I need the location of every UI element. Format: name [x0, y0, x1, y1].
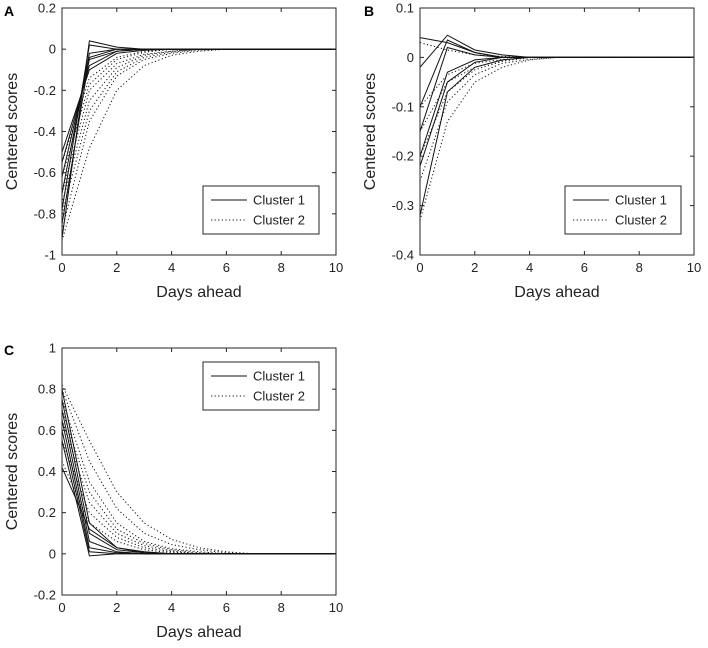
- legend: Cluster 1 Cluster 2: [564, 185, 682, 235]
- y-tick-label: 0: [49, 546, 56, 561]
- legend-label-1: Cluster 1: [253, 369, 305, 384]
- series-group: [62, 384, 336, 557]
- y-tick-label: -0.4: [392, 248, 414, 263]
- cluster-2-line: [420, 56, 694, 221]
- x-tick-label: 10: [329, 260, 343, 275]
- panel-a: A 0 2 4 6 8 10 -1 -0.8 -0.6 -0.4 -0.2 0 0.2 Days ahead…: [4, 1, 343, 302]
- cluster-2-line: [420, 56, 694, 108]
- y-axis-label: Centered scores: [362, 73, 379, 190]
- legend: Cluster 1 Cluster 2: [202, 361, 320, 411]
- panel-b: B 0 2 4 6 8 10 -0.4 -0.3 -0.2 -0.1 0 0.1 Days ahead Ce…: [362, 1, 701, 302]
- x-tick-label: 6: [581, 260, 588, 275]
- y-tick-label: -0.8: [34, 206, 56, 221]
- y-axis-label: Centered scores: [4, 73, 21, 190]
- y-tick-label: -0.3: [392, 198, 414, 213]
- axes-box: [419, 7, 695, 256]
- y-axis-label: Centered scores: [4, 413, 21, 530]
- y-tick-label: 0.6: [38, 423, 56, 438]
- y-tick-label: 1: [49, 341, 56, 356]
- cluster-2-line: [62, 460, 336, 555]
- legend-label-2: Cluster 2: [253, 213, 305, 228]
- y-tick-label: 0.8: [38, 382, 56, 397]
- y-tick-label: -0.2: [34, 588, 56, 603]
- legend-box: [202, 185, 320, 235]
- x-tick-label: 6: [223, 600, 230, 615]
- x-tick-label: 4: [168, 600, 175, 615]
- y-tick-label: 0: [407, 50, 414, 65]
- legend-label-1: Cluster 1: [615, 193, 667, 208]
- cluster-2-line: [62, 48, 336, 214]
- x-tick-label: 4: [168, 260, 175, 275]
- x-tick-label: 2: [113, 260, 120, 275]
- x-tick-label: 2: [471, 260, 478, 275]
- legend: Cluster 1 Cluster 2: [202, 185, 320, 235]
- x-axis-label: Days ahead: [156, 284, 241, 301]
- series-group: [62, 40, 336, 241]
- cluster-2-line: [420, 42, 694, 58]
- x-tick-label: 0: [58, 600, 65, 615]
- series-group: [420, 34, 694, 221]
- x-tick-label: 0: [416, 260, 423, 275]
- x-axis-label: Days ahead: [514, 284, 599, 301]
- cluster-2-line: [62, 399, 336, 555]
- x-tick-label: 10: [687, 260, 701, 275]
- x-tick-label: 0: [58, 260, 65, 275]
- panel-letter: B: [364, 3, 374, 19]
- panel-letter: A: [4, 3, 14, 19]
- y-tick-label: -0.2: [34, 83, 56, 98]
- cluster-2-line: [62, 48, 336, 163]
- x-tick-label: 2: [113, 600, 120, 615]
- y-tick-label: -1: [44, 248, 56, 263]
- legend-label-2: Cluster 2: [615, 213, 667, 228]
- x-tick-label: 8: [278, 600, 285, 615]
- y-tick-label: 0.2: [38, 505, 56, 520]
- x-tick-label: 6: [223, 260, 230, 275]
- cluster-2-line: [62, 409, 336, 555]
- y-tick-label: 0: [49, 42, 56, 57]
- legend-label-1: Cluster 1: [253, 193, 305, 208]
- x-tick-label: 10: [329, 600, 343, 615]
- legend-box: [564, 185, 682, 235]
- cluster-2-line: [62, 48, 336, 231]
- y-tick-label: 0.2: [38, 1, 56, 16]
- x-axis-label: Days ahead: [156, 624, 241, 641]
- x-tick-label: 8: [636, 260, 643, 275]
- x-tick-label: 8: [278, 260, 285, 275]
- y-tick-label: -0.6: [34, 165, 56, 180]
- legend-box: [202, 361, 320, 411]
- panel-letter: C: [4, 342, 14, 358]
- y-tick-label: 0.4: [38, 464, 56, 479]
- legend-label-2: Cluster 2: [253, 389, 305, 404]
- y-tick-label: -0.2: [392, 149, 414, 164]
- y-tick-label: -0.1: [392, 99, 414, 114]
- y-tick-label: 0.1: [396, 1, 414, 16]
- y-tick-label: -0.4: [34, 124, 56, 139]
- x-tick-label: 4: [526, 260, 533, 275]
